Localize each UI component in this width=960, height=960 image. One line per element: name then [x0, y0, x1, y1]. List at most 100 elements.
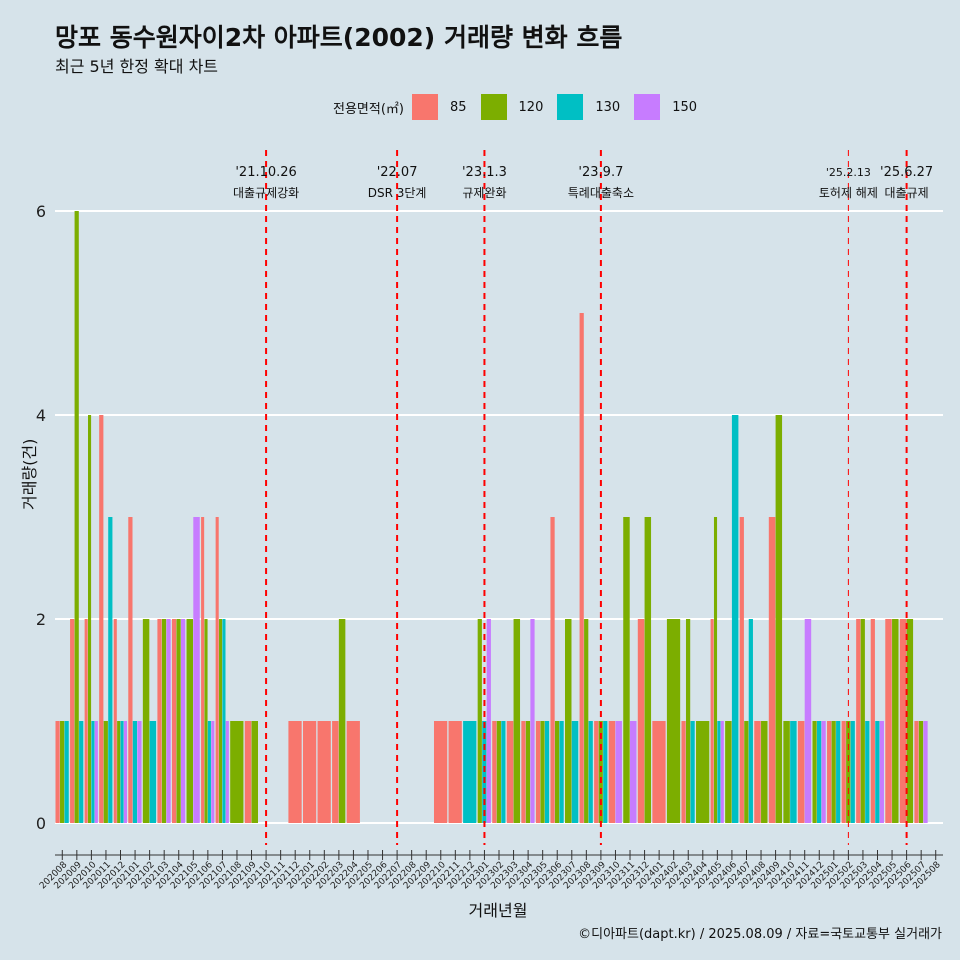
bar-202406-130 [731, 415, 739, 823]
bar-202405-120 [713, 517, 718, 823]
bar-202503-130 [865, 721, 870, 823]
bar-202008-85 [55, 721, 60, 823]
bar-202106-150 [211, 721, 215, 823]
legend-key-150 [634, 94, 661, 120]
bar-202303-120 [513, 619, 521, 823]
y-tick-label: 2 [36, 610, 46, 629]
bar-202406-120 [725, 721, 732, 823]
bar-202112-85 [288, 721, 302, 823]
bar-202506-120 [906, 619, 914, 823]
bar-202305-85 [535, 721, 541, 823]
bar-202305-130 [544, 721, 550, 823]
bar-202011-130 [108, 517, 113, 823]
bar-202312-85 [637, 619, 645, 823]
legend-item-85: 85 [411, 94, 467, 120]
bar-202403-120 [685, 619, 691, 823]
bar-202101-130 [132, 721, 138, 823]
annotation-date: '21.10.26 [235, 165, 296, 180]
bar-202410-120 [783, 721, 790, 823]
bar-202305-120 [540, 721, 545, 823]
bar-202008-120 [60, 721, 65, 823]
bar-202302-85 [492, 721, 497, 823]
bar-202304-85 [521, 721, 526, 823]
bar-202507-85 [914, 721, 919, 823]
chart-title: 망포 동수원자이2차 아파트(2002) 거래량 변화 흐름 [55, 23, 623, 52]
bar-202411-85 [797, 721, 805, 823]
bar-202104-120 [176, 619, 181, 823]
bar-202410-130 [790, 721, 797, 823]
bar-202503-85 [856, 619, 861, 823]
bar-202211-85 [448, 721, 462, 823]
legend-label-120: 120 [518, 99, 544, 115]
bar-202102-130 [149, 721, 157, 823]
legend-key-130 [557, 94, 584, 120]
bar-202106-130 [207, 721, 211, 823]
bar-202012-120 [117, 721, 121, 823]
bar-202402-120 [666, 619, 681, 823]
bar-202501-130 [836, 721, 841, 823]
bar-202506-85 [899, 619, 907, 823]
bar-202405-150 [720, 721, 724, 823]
bar-202405-85 [710, 619, 714, 823]
bar-202109-85 [244, 721, 252, 823]
bar-202308-130 [588, 721, 593, 823]
legend-item-150: 150 [634, 94, 697, 120]
bar-202311-150 [630, 721, 637, 823]
legend-label-150: 150 [672, 99, 698, 115]
bar-202204-85 [346, 721, 360, 823]
bar-202105-150 [193, 517, 200, 823]
bar-202012-150 [123, 721, 127, 823]
bar-202310-85 [608, 721, 616, 823]
y-tick-label: 0 [36, 814, 46, 833]
bar-202408-120 [761, 721, 768, 823]
bar-202306-85 [550, 517, 555, 823]
chart-subtitle: 최근 5년 한정 확대 차트 [55, 57, 219, 76]
legend-key-120 [480, 94, 507, 120]
bar-202401-85 [652, 721, 666, 823]
y-tick-label: 6 [36, 202, 46, 221]
bar-202502-130 [850, 721, 855, 823]
bar-202106-85 [201, 517, 205, 823]
bar-202308-120 [584, 619, 589, 823]
bar-202302-120 [496, 721, 501, 823]
bar-202010-120 [88, 415, 92, 823]
bar-202310-150 [615, 721, 622, 823]
bar-202307-120 [565, 619, 572, 823]
bar-202505-120 [892, 619, 899, 823]
bar-202107-130 [222, 619, 226, 823]
legend-title: 전용면적(㎡) [333, 101, 404, 117]
bar-202107-85 [215, 517, 219, 823]
bar-202304-120 [525, 721, 531, 823]
bar-202412-130 [817, 721, 822, 823]
bar-202507-150 [923, 721, 928, 823]
bar-202101-150 [137, 721, 142, 823]
legend-item-120: 120 [480, 94, 544, 120]
bar-202504-85 [870, 619, 875, 823]
bar-202407-85 [739, 517, 744, 823]
bar-202109-120 [251, 721, 259, 823]
annotation-date: '25.6.27 [880, 165, 933, 180]
bar-202011-120 [103, 721, 108, 823]
legend-label-130: 130 [595, 99, 621, 115]
bar-202203-85 [332, 721, 339, 823]
bar-202501-120 [831, 721, 836, 823]
annotation-date: '23.9.7 [578, 165, 623, 180]
bar-202407-130 [748, 619, 753, 823]
bar-202210-85 [433, 721, 448, 823]
bar-202010-130 [91, 721, 95, 823]
bar-202411-150 [804, 619, 812, 823]
source-caption: ©디아파트(dapt.kr) / 2025.08.09 / 자료=국토교통부 실… [578, 927, 942, 942]
bar-202405-130 [717, 721, 721, 823]
bar-202309-130 [603, 721, 608, 823]
bar-202403-130 [690, 721, 695, 823]
bar-202412-150 [821, 721, 826, 823]
legend-label-85: 85 [449, 99, 467, 115]
bar-202404-120 [696, 721, 710, 823]
bar-202507-120 [918, 721, 924, 823]
bar-202303-85 [506, 721, 514, 823]
bar-202010-85 [84, 619, 88, 823]
bar-202011-85 [99, 415, 104, 823]
annotation-label: 토허제 해제 [819, 186, 878, 200]
bar-202201-85 [302, 721, 317, 823]
bar-202212-130 [463, 721, 477, 823]
